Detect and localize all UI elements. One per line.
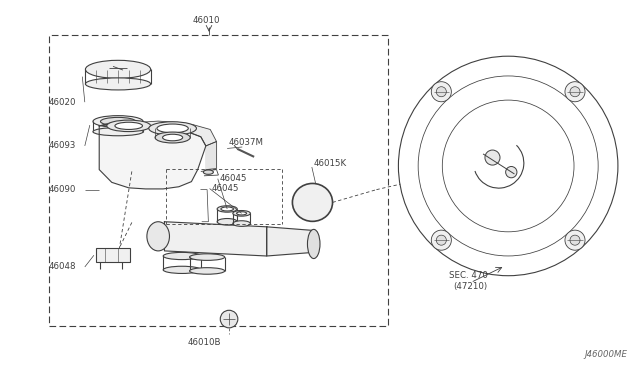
Ellipse shape [570,87,580,97]
Ellipse shape [163,134,182,141]
Text: 46020: 46020 [49,98,77,107]
Ellipse shape [220,310,238,328]
Text: 46010: 46010 [192,16,220,25]
Text: 46090: 46090 [49,185,76,194]
Polygon shape [99,124,206,189]
Text: 46015K: 46015K [314,159,347,168]
Ellipse shape [85,78,150,90]
Ellipse shape [292,183,333,221]
Ellipse shape [148,122,196,135]
Ellipse shape [100,118,136,126]
Ellipse shape [163,266,201,273]
Polygon shape [267,227,314,256]
Ellipse shape [217,206,237,212]
Text: J46000ME: J46000ME [584,350,627,359]
Ellipse shape [115,122,143,129]
Ellipse shape [237,212,246,215]
Ellipse shape [485,150,500,165]
Ellipse shape [233,211,250,216]
Ellipse shape [163,252,201,260]
Polygon shape [206,141,216,170]
Ellipse shape [217,218,237,225]
Ellipse shape [93,128,143,136]
Ellipse shape [233,221,250,226]
Ellipse shape [506,167,517,178]
Ellipse shape [431,82,451,102]
Ellipse shape [431,230,451,250]
Ellipse shape [221,207,234,211]
Ellipse shape [565,82,585,102]
Ellipse shape [85,60,150,78]
Text: 46093: 46093 [49,141,76,150]
Ellipse shape [204,170,213,174]
Text: 46045: 46045 [220,174,247,183]
Ellipse shape [565,230,585,250]
Ellipse shape [436,235,446,245]
Ellipse shape [189,254,225,260]
Ellipse shape [189,268,225,274]
Ellipse shape [570,235,580,245]
Bar [96,248,131,262]
Ellipse shape [93,116,143,127]
Ellipse shape [147,222,170,251]
Text: 46037M: 46037M [229,138,264,147]
Ellipse shape [107,120,150,132]
Text: (47210): (47210) [454,282,488,291]
Bar [49,35,388,326]
Polygon shape [164,222,267,256]
Text: 46045: 46045 [211,184,239,193]
Ellipse shape [155,132,190,143]
Text: 46048: 46048 [49,262,77,272]
Text: SEC. 470: SEC. 470 [449,271,488,280]
Polygon shape [99,121,216,146]
Ellipse shape [436,87,446,97]
Ellipse shape [157,124,188,133]
Text: 46010B: 46010B [188,337,221,347]
Ellipse shape [307,230,320,259]
